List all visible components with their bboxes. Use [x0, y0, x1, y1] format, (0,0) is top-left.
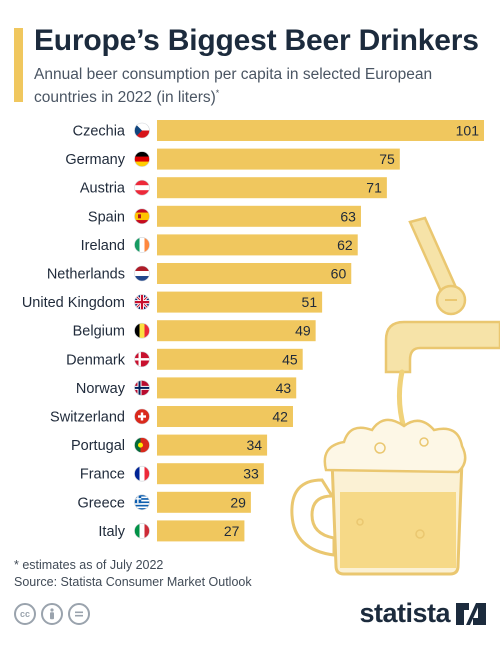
source-text: Source: Statista Consumer Market Outlook — [14, 575, 252, 589]
category-label-greece: Greece — [77, 495, 125, 511]
bar-portugal — [157, 434, 268, 456]
bar-austria — [157, 177, 387, 199]
bar-switzerland — [157, 406, 293, 427]
beer-tap-illustration — [290, 216, 500, 576]
category-label-denmark: Denmark — [66, 352, 126, 368]
value-label-austria: 71 — [366, 180, 382, 196]
attribution-icon — [41, 603, 63, 625]
category-label-switzerland: Switzerland — [50, 410, 125, 426]
value-label-denmark: 45 — [282, 351, 298, 367]
bar-norway — [157, 377, 297, 399]
bar-italy — [157, 520, 245, 542]
category-label-portugal: Portugal — [71, 438, 125, 454]
value-label-belgium: 49 — [295, 323, 311, 339]
flag-denmark-icon — [134, 351, 150, 368]
chart-subtitle-text: Annual beer consumption per capita in se… — [34, 66, 433, 107]
flag-spain-icon — [134, 208, 150, 225]
value-label-france: 33 — [243, 466, 259, 482]
chart-title: Europe’s Biggest Beer Drinkers — [34, 24, 479, 57]
flag-switzerland-icon — [134, 408, 150, 425]
category-label-czechia: Czechia — [73, 124, 126, 140]
value-label-czechia: 101 — [456, 123, 480, 139]
category-label-france: France — [80, 467, 125, 483]
category-label-belgium: Belgium — [73, 324, 125, 340]
category-label-ireland: Ireland — [81, 238, 125, 254]
value-label-greece: 29 — [230, 494, 246, 510]
bar-ireland — [157, 234, 358, 256]
flag-czechia-icon — [134, 122, 150, 139]
flag-portugal-icon — [134, 437, 150, 453]
value-label-norway: 43 — [276, 380, 292, 396]
value-label-switzerland: 42 — [272, 409, 288, 425]
bar-denmark — [157, 348, 303, 370]
bar-united-kingdom — [157, 291, 323, 313]
chart-subtitle: Annual beer consumption per capita in se… — [34, 65, 474, 107]
value-label-spain: 63 — [340, 208, 356, 224]
bar-belgium — [157, 320, 316, 342]
value-label-netherlands: 60 — [331, 266, 347, 282]
flag-france-icon — [134, 465, 150, 482]
chart-footnote: * estimates as of July 2022 Source: Stat… — [14, 557, 252, 591]
license-icons: cc — [14, 603, 90, 625]
title-accent-bar — [14, 28, 23, 102]
value-label-germany: 75 — [379, 151, 395, 167]
creative-commons-icon: cc — [14, 603, 36, 625]
subtitle-footnote-mark: * — [215, 88, 220, 98]
bar-czechia — [157, 120, 484, 141]
value-label-italy: 27 — [224, 523, 240, 539]
bar-france — [157, 463, 264, 485]
footnote-text: * estimates as of July 2022 — [14, 558, 164, 572]
flag-belgium-icon — [134, 322, 150, 339]
category-label-norway: Norway — [76, 381, 126, 397]
no-derivatives-icon — [68, 603, 90, 625]
bar-germany — [157, 148, 400, 170]
category-label-italy: Italy — [98, 524, 125, 540]
category-label-spain: Spain — [88, 209, 125, 225]
flag-germany-icon — [134, 151, 150, 167]
bar-spain — [157, 205, 361, 227]
category-label-germany: Germany — [65, 152, 125, 168]
flag-netherlands-icon — [134, 265, 150, 282]
statista-logo-mark-icon — [456, 602, 486, 625]
flag-united-kingdom-icon — [134, 294, 150, 310]
value-label-portugal: 34 — [247, 437, 263, 453]
value-label-united-kingdom: 51 — [302, 294, 318, 310]
category-label-austria: Austria — [80, 181, 126, 197]
flag-austria-icon — [134, 179, 150, 196]
flag-greece-icon — [134, 494, 150, 511]
category-label-united-kingdom: United Kingdom — [22, 295, 125, 311]
bar-netherlands — [157, 263, 352, 284]
value-label-ireland: 62 — [337, 237, 353, 253]
flag-norway-icon — [134, 380, 150, 396]
flag-italy-icon — [134, 523, 150, 539]
bar-greece — [157, 491, 251, 513]
category-label-netherlands: Netherlands — [47, 267, 125, 283]
statista-logo[interactable]: statista — [359, 598, 486, 629]
brand-name: statista — [359, 598, 450, 628]
flag-ireland-icon — [134, 237, 150, 253]
